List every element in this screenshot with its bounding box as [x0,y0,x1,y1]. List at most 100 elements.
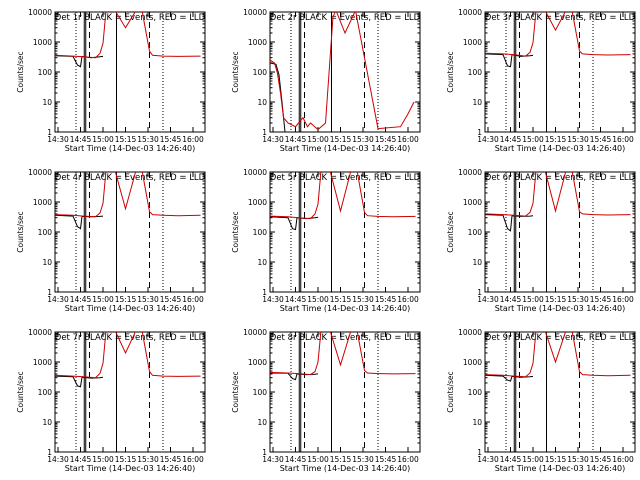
y-tick-label: 1 [477,448,482,457]
x-axis-label: Start Time (14-Dec-03 14:26:40) [280,304,411,313]
x-axis-label: Start Time (14-Dec-03 14:26:40) [280,144,411,153]
series-group [270,332,416,381]
plot-frame [484,171,636,293]
x-tick-label: 15:00 [92,135,114,144]
panel-title: Det 4r BLACK = Events, RED = LLD [55,173,206,183]
y-tick-label: 1000 [33,38,52,47]
y-tick-label: 1000 [248,358,267,367]
x-tick-label: 15:15 [330,135,352,144]
series-group [485,12,631,68]
y-tick-label: 100 [38,388,53,397]
series-lld [485,332,631,378]
x-tick-label: 14:45 [70,135,92,144]
x-tick-label: 15:30 [567,135,589,144]
y-tick-label: 10 [472,258,482,267]
series-lld [55,172,201,218]
x-tick-label: 15:45 [160,135,182,144]
x-tick-label: 14:30 [262,455,284,464]
y-axis-label: Counts/sec [16,51,25,92]
series-lld [270,332,416,376]
x-tick-label: 15:30 [567,455,589,464]
x-tick-label: 14:30 [477,455,499,464]
x-tick-label: 16:00 [182,295,204,304]
y-tick-label: 1 [47,288,52,297]
x-tick-label: 16:00 [397,455,419,464]
panel-9: Det 9r BLACK = Events, RED = LLD 1 10 100 10… [446,328,636,473]
x-tick-label: 16:00 [397,135,419,144]
y-tick-label: 10000 [243,328,267,337]
series-lld [270,172,416,220]
series-group [485,172,631,232]
x-tick-label: 14:45 [500,455,522,464]
x-tick-label: 15:15 [115,295,137,304]
series-events [270,372,319,381]
y-tick-label: 10000 [243,168,267,177]
series-lld [485,12,631,57]
y-tick-label: 1000 [33,198,52,207]
x-axis-label: Start Time (14-Dec-03 14:26:40) [495,464,626,473]
series-lld [55,12,201,59]
x-tick-label: 16:00 [612,455,634,464]
y-tick-label: 10 [472,418,482,427]
plot-frame [269,11,421,133]
y-tick-label: 100 [253,68,268,77]
x-tick-label: 15:15 [115,135,137,144]
series-events [270,216,319,231]
y-tick-label: 10000 [458,8,482,17]
x-tick-label: 14:30 [47,295,69,304]
y-tick-label: 10 [42,418,52,427]
x-tick-label: 14:30 [47,135,69,144]
x-tick-label: 15:00 [307,295,329,304]
panel-title: Det 9r BLACK = Events, RED = LLD [485,333,636,343]
x-tick-label: 15:30 [567,295,589,304]
y-tick-label: 100 [253,228,268,237]
y-tick-label: 1 [262,448,267,457]
x-axis-label: Start Time (14-Dec-03 14:26:40) [65,304,196,313]
panel-title: Det 8r BLACK = Events, RED = LLD [270,333,421,343]
plot-frame [54,11,206,133]
x-axis-label: Start Time (14-Dec-03 14:26:40) [495,144,626,153]
x-tick-label: 14:45 [70,455,92,464]
panel-2: Det 2r BLACK = Events, RED = LLD 1 10 100 10… [231,8,421,153]
series-events [55,375,104,388]
x-tick-label: 16:00 [182,455,204,464]
series-group [55,332,201,388]
x-tick-label: 15:00 [92,455,114,464]
y-tick-label: 1 [47,448,52,457]
panel-5: Det 5r BLACK = Events, RED = LLD 1 10 100 10… [231,168,421,313]
series-events [485,214,534,232]
y-tick-label: 10 [257,98,267,107]
x-tick-label: 16:00 [612,295,634,304]
plot-frame [54,171,206,293]
x-tick-label: 15:00 [522,295,544,304]
panel-7: Det 7r BLACK = Events, RED = LLD 1 10 100 10… [16,328,206,473]
y-tick-label: 10 [257,418,267,427]
x-axis-label: Start Time (14-Dec-03 14:26:40) [495,304,626,313]
y-tick-label: 10000 [243,8,267,17]
x-tick-label: 15:45 [375,295,397,304]
y-tick-label: 10000 [28,168,52,177]
x-tick-label: 15:45 [160,295,182,304]
panel-title: Det 3r BLACK = Events, RED = LLD [485,13,636,23]
series-group [270,172,416,231]
x-axis-label: Start Time (14-Dec-03 14:26:40) [280,464,411,473]
y-tick-label: 1 [47,128,52,137]
y-tick-label: 100 [38,228,53,237]
series-events [485,53,534,68]
x-tick-label: 14:30 [477,295,499,304]
x-tick-label: 15:30 [137,135,159,144]
y-tick-label: 10000 [458,168,482,177]
y-tick-label: 100 [253,388,268,397]
y-tick-label: 100 [468,68,483,77]
panel-4: Det 4r BLACK = Events, RED = LLD 1 10 100 10… [16,168,206,313]
y-tick-label: 1 [477,128,482,137]
x-tick-label: 15:45 [590,455,612,464]
x-tick-label: 14:45 [500,295,522,304]
y-tick-label: 100 [38,68,53,77]
y-axis-label: Counts/sec [446,211,455,252]
panel-title: Det 5r BLACK = Events, RED = LLD [270,173,421,183]
x-tick-label: 14:30 [262,295,284,304]
x-tick-label: 15:15 [115,455,137,464]
panel-title: Det 1r BLACK = Events, RED = LLD [55,13,206,23]
x-tick-label: 15:45 [590,135,612,144]
